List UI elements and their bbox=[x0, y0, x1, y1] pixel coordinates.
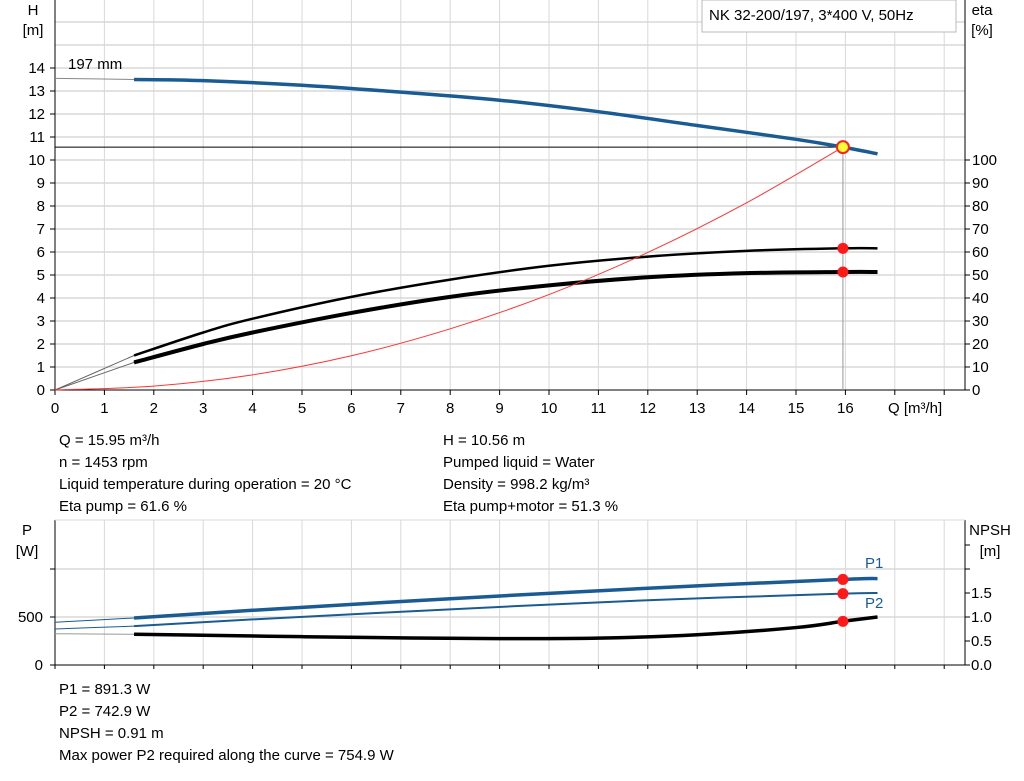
npsh-tick-label: 1.0 bbox=[971, 609, 992, 626]
p2-label: P2 bbox=[865, 595, 883, 612]
info-n: n = 1453 rpm bbox=[59, 454, 148, 471]
q-tick-label: 15 bbox=[788, 400, 805, 417]
duty-point-marker bbox=[835, 140, 850, 155]
q-axis-label: Q [m³/h] bbox=[888, 400, 942, 417]
eta-pump-motor-marker bbox=[837, 266, 849, 278]
info-h: H = 10.56 m bbox=[443, 432, 526, 449]
h-tick-label: 0 bbox=[37, 382, 45, 399]
q-tick-label: 8 bbox=[446, 400, 454, 417]
h-tick-label: 12 bbox=[28, 106, 45, 123]
q-tick-label: 10 bbox=[541, 400, 558, 417]
p1-label: P1 bbox=[865, 555, 883, 572]
h-tick-label: 8 bbox=[37, 198, 45, 215]
info-p1: P1 = 891.3 W bbox=[59, 681, 151, 698]
eta-axis-unit: [%] bbox=[971, 22, 993, 39]
head-curve bbox=[134, 77, 878, 156]
eta-tick-label: 80 bbox=[972, 198, 989, 215]
info-top-left: Q = 15.95 m³/h n = 1453 rpm Liquid tempe… bbox=[59, 430, 351, 518]
q-tick-label: 9 bbox=[495, 400, 503, 417]
impeller-label: 197 mm bbox=[68, 56, 122, 73]
q-tick-label: 14 bbox=[738, 400, 755, 417]
npsh-axis-unit: [m] bbox=[980, 543, 1001, 560]
p-tick-label: 0 bbox=[35, 657, 43, 674]
p-axis-unit: [W] bbox=[16, 543, 39, 560]
q-tick-label: 12 bbox=[639, 400, 656, 417]
eta-pump-motor-curve bbox=[133, 269, 878, 365]
eta-pump-motor-extrapolation bbox=[54, 361, 135, 391]
h-tick-label: 1 bbox=[37, 359, 45, 376]
q-tick-label: 13 bbox=[689, 400, 706, 417]
p2-extrapolation bbox=[54, 625, 135, 630]
eta-tick-label: 0 bbox=[972, 382, 980, 399]
q-tick-label: 16 bbox=[837, 400, 854, 417]
info-q: Q = 15.95 m³/h bbox=[59, 432, 160, 449]
q-tick-label: 2 bbox=[150, 400, 158, 417]
npsh-tick-label: 0.5 bbox=[971, 633, 992, 650]
q-tick-label: 4 bbox=[248, 400, 256, 417]
h-tick-label: 4 bbox=[37, 290, 45, 307]
eta-pump-marker bbox=[837, 242, 849, 254]
h-tick-label: 2 bbox=[37, 336, 45, 353]
h-tick-label: 3 bbox=[37, 313, 45, 330]
info-max-p2: Max power P2 required along the curve = … bbox=[59, 747, 394, 764]
h-tick-label: 14 bbox=[28, 60, 45, 77]
npsh-tick-label: 0.0 bbox=[971, 657, 992, 674]
eta-tick-label: 100 bbox=[972, 152, 997, 169]
q-tick-label: 3 bbox=[199, 400, 207, 417]
npsh-marker bbox=[837, 615, 849, 627]
q-tick-label: 5 bbox=[298, 400, 306, 417]
h-tick-label: 9 bbox=[37, 175, 45, 192]
head-curve-extrapolation bbox=[54, 77, 135, 80]
q-tick-label: 0 bbox=[51, 400, 59, 417]
p1-extrapolation bbox=[54, 617, 135, 623]
p-axis-label: P bbox=[22, 522, 32, 539]
npsh-tick-label: 1.5 bbox=[971, 585, 992, 602]
h-axis-label: H bbox=[28, 2, 39, 19]
info-temp: Liquid temperature during operation = 20… bbox=[59, 476, 352, 493]
p1-marker bbox=[837, 573, 849, 585]
h-axis-unit: [m] bbox=[23, 22, 44, 39]
eta-tick-label: 70 bbox=[972, 221, 989, 238]
h-tick-label: 7 bbox=[37, 221, 45, 238]
eta-tick-label: 20 bbox=[972, 336, 989, 353]
q-tick-label: 1 bbox=[100, 400, 108, 417]
eta-pump-extrapolation bbox=[54, 355, 135, 391]
h-tick-label: 11 bbox=[29, 129, 45, 146]
npsh-axis-label: NPSH bbox=[969, 522, 1011, 539]
eta-axis-label: eta bbox=[972, 2, 994, 19]
p1-curve bbox=[133, 576, 878, 620]
eta-tick-label: 30 bbox=[972, 313, 989, 330]
q-tick-label: 11 bbox=[591, 400, 607, 417]
info-density: Density = 998.2 kg/m³ bbox=[443, 476, 590, 493]
p-tick-label: 500 bbox=[18, 609, 43, 626]
info-top-right: H = 10.56 m Pumped liquid = Water Densit… bbox=[443, 430, 618, 518]
h-tick-label: 6 bbox=[37, 244, 45, 261]
eta-tick-label: 40 bbox=[972, 290, 989, 307]
eta-tick-label: 60 bbox=[972, 244, 989, 261]
eta-tick-label: 50 bbox=[972, 267, 989, 284]
info-bottom: P1 = 891.3 W P2 = 742.9 W NPSH = 0.91 m … bbox=[59, 679, 394, 767]
info-eta-pump-motor: Eta pump+motor = 51.3 % bbox=[443, 498, 619, 515]
info-npsh: NPSH = 0.91 m bbox=[59, 725, 164, 742]
p2-curve bbox=[133, 591, 878, 628]
h-tick-label: 5 bbox=[37, 267, 45, 284]
info-p2: P2 = 742.9 W bbox=[59, 703, 151, 720]
npsh-curve bbox=[134, 615, 878, 641]
title-text: NK 32-200/197, 3*400 V, 50Hz bbox=[709, 7, 914, 24]
h-tick-label: 10 bbox=[28, 152, 45, 169]
q-tick-label: 6 bbox=[347, 400, 355, 417]
p2-marker bbox=[837, 588, 849, 600]
eta-tick-label: 90 bbox=[972, 175, 989, 192]
info-liquid: Pumped liquid = Water bbox=[443, 454, 595, 471]
eta-tick-label: 10 bbox=[972, 359, 989, 376]
title-box bbox=[701, 0, 957, 33]
info-eta-pump: Eta pump = 61.6 % bbox=[59, 498, 187, 515]
h-tick-label: 13 bbox=[28, 83, 45, 100]
q-tick-label: 7 bbox=[397, 400, 405, 417]
eta-pump-curve bbox=[133, 246, 878, 357]
system-curve bbox=[54, 146, 844, 391]
